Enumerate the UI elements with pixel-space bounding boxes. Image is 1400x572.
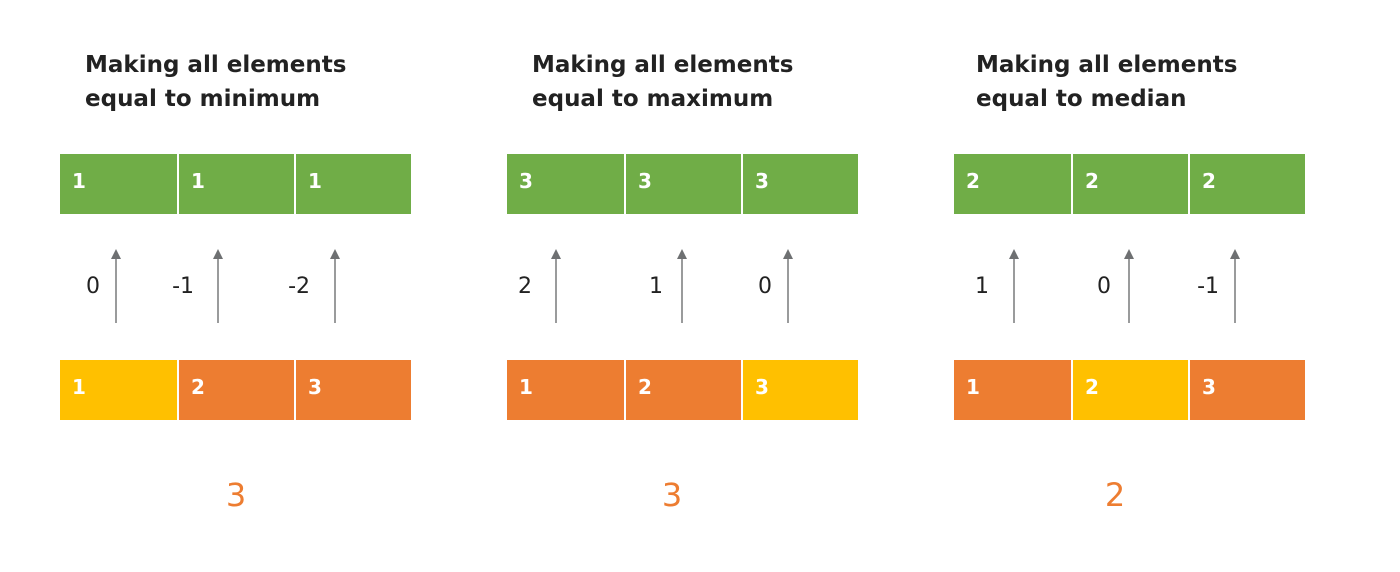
diff-label: 0: [1097, 274, 1111, 299]
panel-minimum: Making all elements equal to minimum 1 1…: [60, 0, 420, 572]
target-cell: 1: [60, 154, 177, 214]
title-line-1: Making all elements: [85, 52, 347, 78]
result-value: 2: [1104, 476, 1126, 514]
up-arrow-icon: [783, 249, 793, 323]
title-line-1: Making all elements: [976, 52, 1238, 78]
target-cell: 1: [294, 154, 411, 214]
source-cell: 1: [507, 360, 624, 420]
up-arrow-icon: [551, 249, 561, 323]
source-cell: 3: [294, 360, 411, 420]
result-value: 3: [225, 476, 247, 514]
source-cell: 2: [177, 360, 294, 420]
diff-label: 1: [975, 274, 989, 299]
diff-label: -1: [1197, 274, 1219, 299]
panel-title: Making all elements equal to median: [976, 48, 1237, 116]
target-cell: 1: [177, 154, 294, 214]
target-cell: 3: [624, 154, 741, 214]
source-array: 1 2 3: [954, 360, 1305, 420]
diff-label: 1: [649, 274, 663, 299]
source-cell: 2: [624, 360, 741, 420]
target-cell: 3: [741, 154, 858, 214]
title-line-2: equal to maximum: [532, 86, 774, 112]
title-line-1: Making all elements: [532, 52, 794, 78]
source-cell: 2: [1071, 360, 1188, 420]
diff-label: -1: [172, 274, 194, 299]
diff-label: 0: [86, 274, 100, 299]
target-array: 3 3 3: [507, 154, 858, 214]
up-arrow-icon: [1230, 249, 1240, 323]
diff-label: -2: [288, 274, 310, 299]
diff-label: 0: [758, 274, 772, 299]
panel-maximum: Making all elements equal to maximum 3 3…: [507, 0, 867, 572]
source-cell: 3: [741, 360, 858, 420]
target-array: 1 1 1: [60, 154, 411, 214]
diff-label: 2: [518, 274, 532, 299]
up-arrow-icon: [330, 249, 340, 323]
title-line-2: equal to median: [976, 86, 1187, 112]
up-arrow-icon: [111, 249, 121, 323]
source-cell: 1: [954, 360, 1071, 420]
target-cell: 3: [507, 154, 624, 214]
panel-median: Making all elements equal to median 2 2 …: [954, 0, 1314, 572]
source-cell: 3: [1188, 360, 1305, 420]
result-value: 3: [661, 476, 683, 514]
target-cell: 2: [1188, 154, 1305, 214]
target-cell: 2: [954, 154, 1071, 214]
target-cell: 2: [1071, 154, 1188, 214]
source-array: 1 2 3: [507, 360, 858, 420]
target-array: 2 2 2: [954, 154, 1305, 214]
panel-title: Making all elements equal to minimum: [85, 48, 346, 116]
source-array: 1 2 3: [60, 360, 411, 420]
up-arrow-icon: [677, 249, 687, 323]
title-line-2: equal to minimum: [85, 86, 321, 112]
up-arrow-icon: [1124, 249, 1134, 323]
panel-title: Making all elements equal to maximum: [532, 48, 793, 116]
up-arrow-icon: [1009, 249, 1019, 323]
up-arrow-icon: [213, 249, 223, 323]
source-cell: 1: [60, 360, 177, 420]
